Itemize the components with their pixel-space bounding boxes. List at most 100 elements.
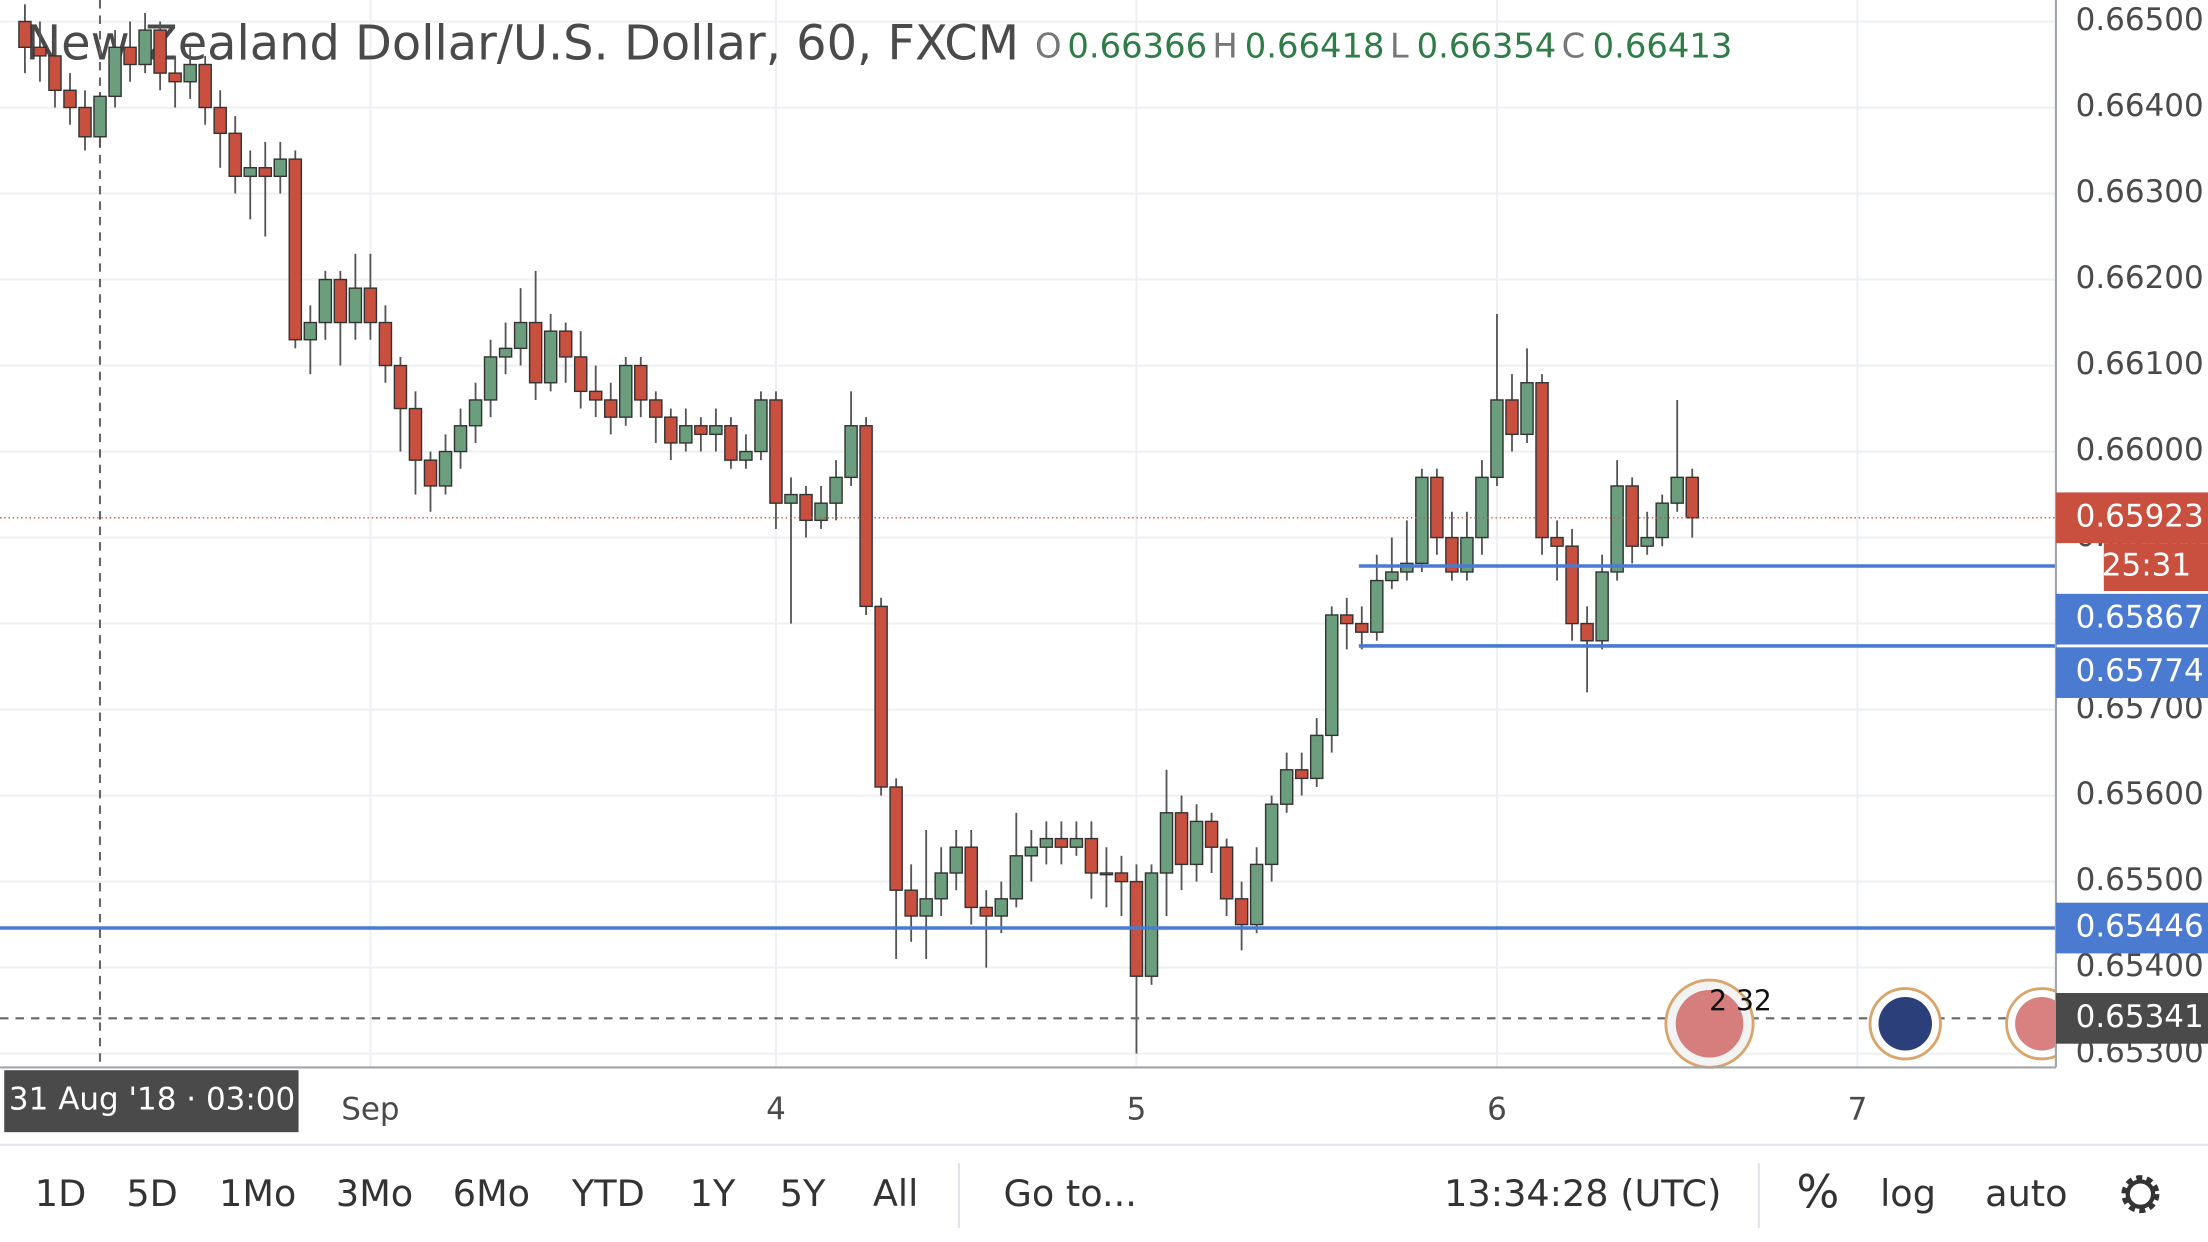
candle-body bbox=[1610, 485, 1624, 573]
grid bbox=[0, 0, 2056, 1068]
candle-body bbox=[393, 364, 408, 410]
y-tick-label: 0.66100 bbox=[2076, 346, 2204, 382]
percent-toggle[interactable]: % bbox=[1797, 1166, 1840, 1219]
candle-body bbox=[483, 356, 498, 401]
range-button[interactable]: 1Mo bbox=[219, 1172, 296, 1215]
candle-body bbox=[573, 356, 588, 393]
candle-body bbox=[979, 906, 994, 917]
ohlc-value: 0.66366 bbox=[1067, 26, 1207, 65]
candle-body bbox=[1565, 545, 1579, 625]
candle-body bbox=[1084, 837, 1099, 874]
candle-body bbox=[1625, 485, 1639, 547]
candle-body bbox=[348, 287, 363, 324]
ohlc-value: 0.66413 bbox=[1593, 26, 1733, 65]
y-tick-label: 0.66300 bbox=[2076, 174, 2204, 210]
candle-body bbox=[1234, 898, 1249, 926]
candle-body bbox=[1279, 769, 1294, 805]
candle-body bbox=[1640, 536, 1654, 547]
range-button[interactable]: All bbox=[873, 1172, 918, 1215]
candle-body bbox=[799, 493, 813, 522]
candle-body bbox=[784, 493, 798, 504]
candle-body bbox=[153, 29, 167, 74]
price-tag-label: 0.65341 bbox=[2076, 999, 2204, 1035]
candle-body bbox=[949, 846, 963, 874]
y-tick-label: 0.65400 bbox=[2076, 948, 2204, 984]
candle-body bbox=[1430, 476, 1444, 539]
candle-body bbox=[739, 450, 753, 461]
candle-body bbox=[1144, 872, 1159, 977]
candle-body bbox=[829, 476, 843, 504]
range-button[interactable]: 3Mo bbox=[336, 1172, 413, 1215]
price-tag bbox=[2055, 647, 2208, 699]
candle-body bbox=[558, 330, 573, 358]
candle-body bbox=[1039, 837, 1054, 848]
settings-button[interactable] bbox=[2121, 1175, 2160, 1214]
candle-body bbox=[1264, 803, 1279, 866]
range-button[interactable]: YTD bbox=[571, 1172, 645, 1215]
go-to-button[interactable]: Go to... bbox=[1003, 1172, 1136, 1215]
range-button[interactable]: 5D bbox=[126, 1172, 177, 1215]
candle-body bbox=[198, 63, 212, 109]
candle-body bbox=[934, 872, 948, 900]
event-flag bbox=[1675, 989, 1744, 1058]
candle-body bbox=[1535, 382, 1549, 539]
ohlc-value: 0.66418 bbox=[1245, 26, 1385, 65]
candle-body bbox=[664, 416, 678, 444]
crosshair-time-label: 31 Aug '18 · 03:00 bbox=[9, 1082, 295, 1118]
ohlc-value: 0.66354 bbox=[1417, 26, 1557, 65]
candle-body bbox=[468, 399, 483, 427]
auto-toggle[interactable]: auto bbox=[1985, 1172, 2067, 1215]
candle-body bbox=[453, 425, 468, 453]
price-tag-label: 0.65923 bbox=[2076, 498, 2204, 534]
candles bbox=[0, 4, 2056, 1054]
y-tick-label: 0.65500 bbox=[2076, 862, 2204, 898]
candle-body bbox=[48, 55, 62, 92]
range-button[interactable]: 1D bbox=[35, 1172, 86, 1215]
candle-body bbox=[1054, 837, 1069, 848]
y-tick-label: 0.65600 bbox=[2076, 776, 2204, 812]
candle-body bbox=[318, 278, 333, 324]
candle-body bbox=[303, 321, 318, 341]
candle-body bbox=[213, 106, 227, 135]
candle-body bbox=[33, 46, 47, 57]
candle-body bbox=[769, 399, 783, 504]
ohlc-label: H bbox=[1212, 26, 1237, 65]
candle-body bbox=[588, 390, 603, 401]
candle-body bbox=[1460, 536, 1474, 573]
ohlc-label: C bbox=[1562, 26, 1586, 65]
gear-body bbox=[2125, 1179, 2156, 1209]
price-tag bbox=[2055, 993, 2208, 1044]
x-tick-label: 7 bbox=[1848, 1092, 1868, 1128]
x-tick-label: 6 bbox=[1487, 1092, 1507, 1128]
range-button[interactable]: 5Y bbox=[780, 1172, 826, 1215]
candle-body bbox=[333, 278, 348, 324]
price-tag bbox=[2055, 593, 2208, 645]
countdown-label: 25:31 bbox=[2102, 548, 2191, 584]
candle-body bbox=[1415, 476, 1429, 565]
ohlc-label: O bbox=[1035, 26, 1062, 65]
crosshair-time-box bbox=[4, 1070, 299, 1133]
candle-body bbox=[168, 72, 182, 83]
candle-body bbox=[724, 425, 738, 461]
y-tick-label: 0.66000 bbox=[2076, 432, 2204, 468]
candle-body bbox=[709, 425, 723, 436]
candle-body bbox=[1385, 571, 1399, 582]
candle-body bbox=[1580, 622, 1594, 642]
range-button[interactable]: 6Mo bbox=[453, 1172, 530, 1215]
candle-body bbox=[1595, 571, 1609, 642]
event-badge: 2 32 bbox=[1709, 985, 1772, 1018]
ohlc-label: L bbox=[1390, 26, 1409, 65]
candle-body bbox=[1475, 476, 1489, 539]
candle-body bbox=[1069, 837, 1084, 848]
candle-body bbox=[228, 132, 242, 178]
candle-body bbox=[1114, 872, 1129, 883]
candle-body bbox=[543, 330, 558, 384]
range-button[interactable]: 1Y bbox=[690, 1172, 736, 1215]
candle-body bbox=[619, 364, 633, 418]
candle-body bbox=[1490, 399, 1504, 479]
clock[interactable]: 13:34:28 (UTC) bbox=[1444, 1172, 1721, 1215]
log-toggle[interactable]: log bbox=[1880, 1172, 1936, 1215]
